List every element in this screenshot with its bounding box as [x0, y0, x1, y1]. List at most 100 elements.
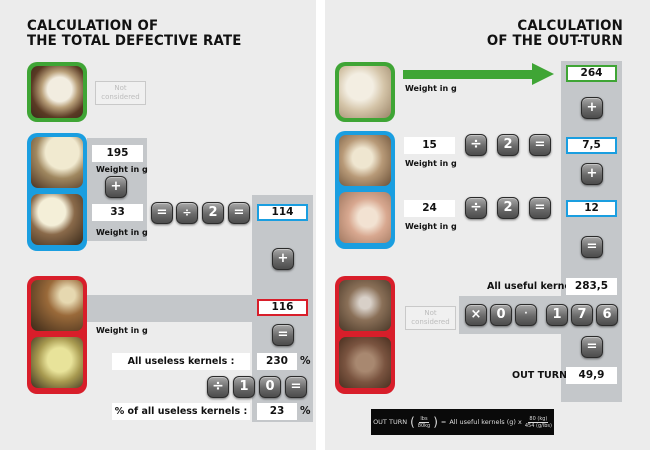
pct-useless-value[interactable]: 23: [257, 403, 297, 420]
result-7-5[interactable]: 7,5: [566, 137, 617, 154]
fraction-denominator: 454 (g/lbs): [524, 422, 552, 429]
all-useless-value[interactable]: 230: [257, 353, 297, 370]
whole-kernels-photo: [335, 62, 395, 122]
equals-key[interactable]: =: [529, 134, 551, 156]
result-114[interactable]: 114: [257, 204, 308, 221]
zero-key[interactable]: 0: [490, 304, 512, 326]
result-12[interactable]: 12: [566, 200, 617, 217]
divide-key[interactable]: ÷: [176, 202, 198, 224]
equals-key[interactable]: =: [285, 376, 307, 398]
equals-key[interactable]: =: [581, 236, 603, 258]
weight-label: Weight in g: [96, 228, 148, 237]
kernel-image: [31, 280, 83, 331]
weight-label: Weight in g: [405, 84, 457, 93]
fraction-lbs-per-80kg: lbs 80kg: [418, 416, 430, 429]
result-264[interactable]: 264: [566, 65, 617, 82]
kernel-image: [339, 135, 391, 186]
result-116[interactable]: 116: [257, 299, 308, 316]
kernel-image: [339, 337, 391, 388]
equals-key[interactable]: =: [581, 336, 603, 358]
status-line: considered: [101, 93, 140, 101]
all-useless-label-box: All useless kernels :: [112, 353, 250, 370]
pct-useless-label-box: % of all useless kernels :: [112, 403, 250, 420]
divide-symbol: ÷: [212, 378, 224, 394]
weight-input-195[interactable]: 195: [92, 145, 143, 162]
equals-key[interactable]: =: [529, 197, 551, 219]
all-useful-kernels-label: All useful kernels: [487, 281, 580, 292]
weight-label: Weight in g: [405, 222, 457, 231]
zero-key[interactable]: 0: [259, 376, 281, 398]
weight-label: Weight in g: [96, 165, 148, 174]
one-key[interactable]: 1: [546, 304, 568, 326]
status-line: Not: [424, 309, 437, 317]
seven-key[interactable]: 7: [571, 304, 593, 326]
arrow-line: [403, 70, 533, 79]
kernel-image: [339, 66, 391, 118]
title-line-2: THE TOTAL DEFECTIVE RATE: [27, 33, 242, 49]
divide-symbol: ÷: [470, 136, 482, 152]
equals-key[interactable]: =: [272, 324, 294, 346]
divide-symbol: ÷: [470, 199, 482, 215]
percent-sign: %: [300, 355, 311, 367]
one-key[interactable]: 1: [233, 376, 255, 398]
status-line: considered: [411, 318, 450, 326]
weight-input-24[interactable]: 24: [404, 200, 455, 217]
title-line-2: OF THE OUT-TURN: [486, 33, 623, 49]
divide-symbol: ÷: [182, 206, 192, 219]
fraction-numerator: 80 (kg): [528, 415, 549, 423]
plus-key[interactable]: +: [581, 163, 603, 185]
status-line: Not: [114, 84, 127, 92]
good-kernel-photo: [27, 62, 87, 122]
multiply-key[interactable]: ×: [465, 304, 487, 326]
percent-sign: %: [300, 405, 311, 417]
weight-input-15[interactable]: 15: [404, 137, 455, 154]
out-turn-title: CALCULATION OF THE OUT-TURN: [487, 19, 623, 49]
out-turn-value[interactable]: 49,9: [566, 367, 617, 384]
out-turn-formula: OUT TURN ( lbs 80kg ) = All useful kerne…: [371, 409, 554, 435]
plus-key[interactable]: +: [105, 176, 127, 198]
formula-rhs: All useful kernels (g) x: [449, 418, 522, 426]
decimal-point-key[interactable]: ·: [515, 304, 537, 326]
formula-equals: =: [440, 418, 447, 426]
rejected-kernels-photos: [335, 276, 395, 394]
left-red-gray-band: [87, 295, 257, 322]
paren-close: ): [433, 415, 438, 429]
title-line-1: CALCULATION: [517, 18, 623, 34]
divide-key[interactable]: ÷: [465, 134, 487, 156]
kernel-image: [339, 192, 391, 243]
partial-defect-photos: [27, 133, 87, 251]
defective-kernel-photos: [27, 276, 87, 394]
two-key[interactable]: 2: [497, 197, 519, 219]
kernel-image: [31, 337, 83, 388]
six-key[interactable]: 6: [596, 304, 618, 326]
two-key[interactable]: 2: [497, 134, 519, 156]
broken-kernels-photos: [335, 131, 395, 249]
panel-divider: [316, 0, 325, 450]
weight-input-33[interactable]: 33: [92, 204, 143, 221]
kernel-image: [31, 194, 83, 245]
kernel-image: [31, 66, 83, 118]
out-turn-label: OUT TURN: [512, 370, 568, 381]
arrow-right-icon: [532, 63, 554, 85]
plus-key[interactable]: +: [272, 248, 294, 270]
equals-key[interactable]: =: [151, 202, 173, 224]
defective-rate-title: CALCULATION OF THE TOTAL DEFECTIVE RATE: [27, 19, 242, 49]
fraction-numerator: lbs: [419, 415, 429, 423]
kernel-image: [31, 137, 83, 188]
equals-key[interactable]: =: [228, 202, 250, 224]
title-line-1: CALCULATION OF: [27, 18, 159, 34]
two-key[interactable]: 2: [202, 202, 224, 224]
fraction-80kg-per-454: 80 (kg) 454 (g/lbs): [525, 416, 552, 429]
not-considered-box: Not considered: [95, 81, 146, 105]
weight-label: Weight in g: [405, 159, 457, 168]
divide-key[interactable]: ÷: [207, 376, 229, 398]
paren-open: (: [410, 415, 415, 429]
formula-lhs: OUT TURN: [373, 418, 408, 426]
all-useful-value[interactable]: 283,5: [566, 278, 617, 295]
kernel-image: [339, 280, 391, 331]
weight-label: Weight in g: [96, 326, 148, 335]
plus-key[interactable]: +: [581, 97, 603, 119]
fraction-denominator: 80kg: [417, 422, 431, 429]
not-considered-box: Not considered: [405, 306, 456, 330]
divide-key[interactable]: ÷: [465, 197, 487, 219]
